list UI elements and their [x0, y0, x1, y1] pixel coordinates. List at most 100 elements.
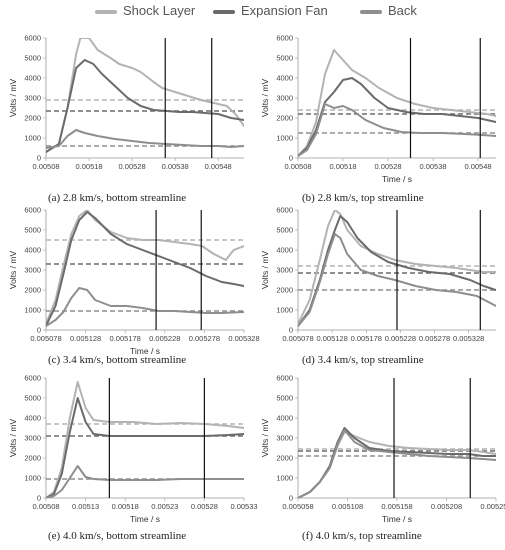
x-tick-label: 0.005328: [453, 334, 484, 343]
y-axis-label: Volts / mV: [8, 419, 18, 458]
plot-area: [46, 38, 244, 153]
y-tick-label: 5000: [24, 54, 41, 63]
x-tick-label: 0.005158: [381, 502, 412, 511]
caption-d: (d) 3.4 km/s, top streamline: [302, 354, 424, 366]
line-chart-1: 0 1000 2000 3000 4000 5000 6000 0.00508 0.00518 0…: [260, 34, 496, 184]
y-tick-label: 0: [289, 154, 293, 163]
legend-swatch-shock-layer: [95, 9, 117, 14]
y-tick-label: 2000: [24, 454, 41, 463]
y-tick-label: 0: [37, 154, 41, 163]
y-tick-label: 6000: [24, 374, 41, 383]
y-tick-label: 6000: [24, 206, 41, 215]
x-tick-label: 0.00533: [230, 502, 257, 511]
x-axis-label: Time / s: [382, 174, 412, 184]
series-line-expansion-fan: [298, 77, 496, 157]
series-line-shock-layer: [298, 49, 496, 157]
x-tick-label: 0.00518: [75, 162, 102, 171]
y-tick-label: 3000: [276, 94, 293, 103]
legend-item-expansion-fan: Expansion Fan: [213, 3, 328, 18]
y-tick-label: 1000: [24, 306, 41, 315]
y-tick-label: 4000: [276, 74, 293, 83]
chart-panel-f: 0 1000 2000 3000 4000 5000 6000 0.005058 0.00510…: [252, 370, 505, 528]
chart-panel-c: 0 1000 2000 3000 4000 5000 6000 0.005078 0.00512…: [0, 202, 260, 360]
y-tick-label: 2000: [24, 286, 41, 295]
chart-panel-b: 0 1000 2000 3000 4000 5000 6000 0.00508 0.00518 0…: [252, 30, 502, 188]
y-tick-label: 0: [37, 494, 41, 503]
line-chart-4: 0 1000 2000 3000 4000 5000 6000 0.00508 0.00513 0…: [8, 374, 258, 525]
series-line-expansion-fan: [46, 211, 244, 327]
x-tick-label: 0.005108: [332, 502, 363, 511]
y-tick-label: 6000: [276, 34, 293, 43]
x-axis-label: Time / s: [130, 346, 160, 356]
y-tick-label: 4000: [24, 246, 41, 255]
line-chart-5: 0 1000 2000 3000 4000 5000 6000 0.005058 0.00510…: [260, 374, 505, 525]
chart-panel-d: 0 1000 2000 3000 4000 5000 6000 0.005078 0.00512…: [252, 202, 502, 360]
chart-legend: Shock Layer Expansion Fan Back: [0, 0, 505, 22]
y-tick-label: 5000: [24, 226, 41, 235]
y-tick-label: 0: [289, 326, 293, 335]
y-tick-label: 3000: [24, 266, 41, 275]
y-tick-label: 6000: [276, 374, 293, 383]
x-tick-label: 0.005258: [480, 502, 505, 511]
x-tick-label: 0.00518: [329, 162, 356, 171]
y-tick-label: 1000: [276, 306, 293, 315]
x-tick-label: 0.00538: [419, 162, 446, 171]
x-tick-label: 0.005208: [431, 502, 462, 511]
y-tick-label: 5000: [24, 394, 41, 403]
x-tick-label: 0.00528: [374, 162, 401, 171]
y-tick-label: 0: [289, 494, 293, 503]
y-tick-label: 1000: [24, 134, 41, 143]
plot-area: [298, 427, 496, 498]
caption-f: (f) 4.0 km/s, top streamline: [302, 530, 422, 542]
legend-swatch-back: [360, 9, 382, 14]
x-tick-label: 0.00508: [32, 162, 59, 171]
series-line-back: [298, 233, 496, 327]
y-axis-label: Volts / mV: [260, 79, 270, 118]
x-tick-label: 0.005228: [385, 334, 416, 343]
y-tick-label: 1000: [276, 134, 293, 143]
y-tick-label: 0: [37, 326, 41, 335]
x-tick-label: 0.005128: [70, 334, 101, 343]
y-tick-label: 3000: [24, 94, 41, 103]
x-tick-label: 0.005178: [351, 334, 382, 343]
y-tick-label: 4000: [276, 414, 293, 423]
x-tick-label: 0.005328: [228, 334, 259, 343]
legend-item-back: Back: [360, 3, 417, 18]
y-tick-label: 6000: [276, 206, 293, 215]
y-axis-label: Volts / mV: [260, 419, 270, 458]
plot-area: [298, 49, 496, 157]
y-tick-label: 5000: [276, 54, 293, 63]
y-axis-label: Volts / mV: [8, 251, 18, 290]
y-axis-label: Volts / mV: [8, 79, 18, 118]
x-tick-label: 0.005228: [149, 334, 180, 343]
series-line-expansion-fan: [298, 427, 496, 498]
y-tick-label: 3000: [24, 434, 41, 443]
series-line-expansion-fan: [46, 59, 244, 153]
y-tick-label: 6000: [24, 34, 41, 43]
x-tick-label: 0.00548: [464, 162, 491, 171]
line-chart-2: 0 1000 2000 3000 4000 5000 6000 0.005078 0.00512…: [8, 206, 260, 357]
x-tick-label: 0.00528: [119, 162, 146, 171]
caption-b: (b) 2.8 km/s, top streamline: [302, 192, 424, 204]
series-line-shock-layer: [46, 210, 244, 325]
series-line-shock-layer: [46, 38, 244, 153]
x-axis-label: Time / s: [382, 514, 412, 524]
series-line-back: [298, 429, 496, 498]
y-tick-label: 1000: [24, 474, 41, 483]
x-tick-label: 0.005078: [30, 334, 61, 343]
y-tick-label: 5000: [276, 394, 293, 403]
x-tick-label: 0.00528: [191, 502, 218, 511]
x-tick-label: 0.005278: [419, 334, 450, 343]
x-tick-label: 0.00513: [72, 502, 99, 511]
caption-a: (a) 2.8 km/s, bottom streamline: [48, 192, 187, 204]
chart-panel-a: 0 1000 2000 3000 4000 5000 6000 0.00508 0.00518 0…: [0, 30, 250, 188]
x-tick-label: 0.005058: [282, 502, 313, 511]
series-line-expansion-fan: [46, 397, 244, 498]
x-axis-label: Time / s: [130, 514, 160, 524]
legend-label-shock-layer: Shock Layer: [123, 3, 196, 18]
plot-area: [46, 381, 244, 498]
y-tick-label: 3000: [276, 434, 293, 443]
x-tick-label: 0.005178: [110, 334, 141, 343]
x-tick-label: 0.00548: [205, 162, 232, 171]
y-tick-label: 4000: [24, 414, 41, 423]
